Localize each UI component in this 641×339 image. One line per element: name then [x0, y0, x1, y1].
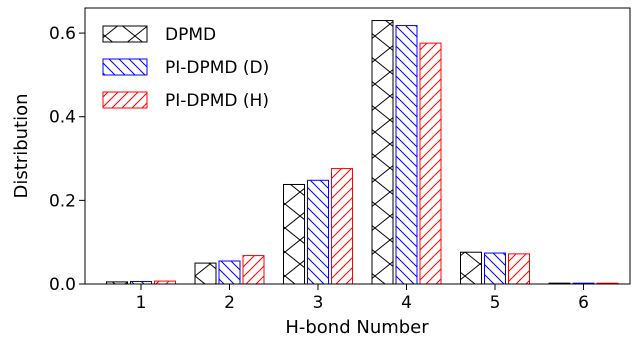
- bar-pi-dpmd-h-2: [242, 255, 265, 285]
- bar-pi-dpmd-h-4: [419, 42, 442, 285]
- y-tick-label: 0.4: [49, 108, 76, 128]
- bar-dpmd-5: [460, 251, 482, 285]
- x-axis-label: H-bond Number: [285, 317, 429, 338]
- x-tick-label: 3: [313, 293, 324, 313]
- legend-swatch: [102, 91, 148, 109]
- x-tick-label: 2: [224, 293, 235, 313]
- legend: DPMD PI-DPMD (D) PI-DPMD (H): [102, 25, 269, 111]
- bar-pi-dpmd-d-5: [484, 252, 506, 285]
- bar-pi-dpmd-h-3: [331, 168, 353, 285]
- y-axis-label: Distribution: [11, 93, 32, 198]
- y-tick-label: 0.6: [49, 24, 76, 44]
- x-tick-label: 1: [136, 293, 147, 313]
- x-tick-label: 6: [578, 293, 589, 313]
- y-tick-label: 0.2: [49, 191, 76, 211]
- y-tick-label: 0.0: [49, 275, 76, 295]
- bar-dpmd-3: [283, 183, 305, 285]
- bar-pi-dpmd-h-5: [508, 253, 530, 285]
- bar-pi-dpmd-d-2: [218, 260, 241, 285]
- bar-pi-dpmd-d-3: [307, 179, 329, 285]
- y-axis-ticks: 0.0 0.2 0.4 0.6: [49, 24, 85, 295]
- plot-frame: [84, 7, 631, 285]
- legend-swatch: [102, 58, 148, 76]
- legend-label: PI-DPMD (H): [165, 91, 269, 111]
- bar-dpmd-4: [371, 20, 394, 285]
- x-axis-ticks: 1 2 3 4 5 6: [136, 284, 589, 313]
- x-tick-label: 5: [490, 293, 501, 313]
- x-tick-label: 4: [401, 293, 412, 313]
- legend-label: PI-DPMD (D): [165, 58, 269, 78]
- bar-dpmd-2: [194, 262, 217, 285]
- bar-pi-dpmd-d-4: [395, 25, 418, 285]
- legend-label: DPMD: [165, 25, 216, 45]
- legend-swatch: [102, 25, 148, 43]
